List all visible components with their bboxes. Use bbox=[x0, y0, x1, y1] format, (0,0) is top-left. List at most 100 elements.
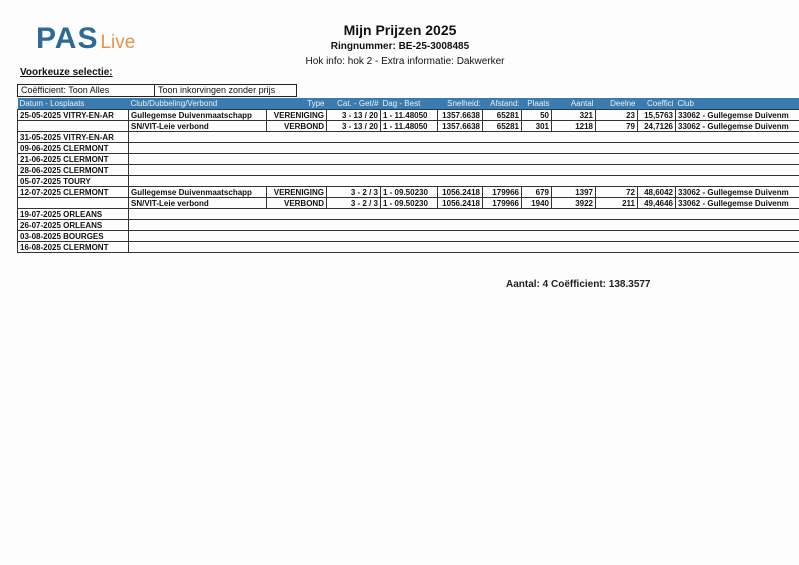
column-header: Datum - Losplaats bbox=[17, 98, 129, 110]
column-header: Cat. - Get/# bbox=[326, 98, 381, 110]
table-cell: 33062 - Gullegemse Duivenm bbox=[675, 186, 799, 198]
race-date-location: 16-08-2025 CLERMONT bbox=[17, 241, 129, 253]
race-date-location: 05-07-2025 TOURY bbox=[17, 175, 129, 187]
table-cell: 1218 bbox=[551, 120, 596, 132]
race-date-location: 03-08-2025 BOURGES bbox=[17, 230, 129, 242]
race-date-location: 19-07-2025 ORLEANS bbox=[17, 208, 129, 220]
race-date-location: 28-06-2025 CLERMONT bbox=[17, 164, 129, 176]
table-cell: 48,6042 bbox=[637, 186, 676, 198]
column-header: Coeffici bbox=[637, 98, 676, 110]
table-cell: 33062 - Gullegemse Duivenm bbox=[675, 120, 799, 132]
summary: Aantal: 4 Coëfficient: 138.3577 bbox=[506, 279, 651, 290]
table-cell: 1 - 09.50230 bbox=[380, 197, 438, 209]
table-cell: 179966 bbox=[482, 197, 522, 209]
table-cell: 3922 bbox=[551, 197, 596, 209]
empty-cell bbox=[128, 208, 799, 220]
table-cell: VERENIGING bbox=[266, 109, 327, 121]
table-cell: 3 - 13 / 20 bbox=[326, 109, 381, 121]
empty-cell bbox=[128, 241, 799, 253]
table-cell: 72 bbox=[595, 186, 638, 198]
table-cell: 15,5763 bbox=[637, 109, 676, 121]
page-title: Mijn Prijzen 2025 bbox=[343, 22, 457, 38]
table-cell: 24,7126 bbox=[637, 120, 676, 132]
table-cell: 1056.2418 bbox=[437, 186, 483, 198]
table-cell: 65281 bbox=[482, 109, 522, 121]
hok-info: Hok info: hok 2 - Extra informatie: Dakw… bbox=[305, 56, 505, 67]
empty-cell bbox=[128, 153, 799, 165]
table-row: 21-06-2025 CLERMONT bbox=[17, 153, 799, 165]
table-cell: 321 bbox=[551, 109, 596, 121]
race-date-location: 26-07-2025 ORLEANS bbox=[17, 219, 129, 231]
table-cell: 1 - 11.48050 bbox=[380, 109, 438, 121]
table-cell: SN/VIT-Leie verbond bbox=[128, 197, 267, 209]
race-date-location: 31-05-2025 VITRY-EN-AR bbox=[17, 131, 129, 143]
empty-cell bbox=[128, 164, 799, 176]
table-cell: 1397 bbox=[551, 186, 596, 198]
empty-cell bbox=[128, 219, 799, 231]
column-header: Deelne bbox=[595, 98, 638, 110]
empty-cell bbox=[128, 230, 799, 242]
table-cell: 50 bbox=[521, 109, 552, 121]
table-header: Datum - Losplaats Club/Dubbeling/Verbond T… bbox=[17, 98, 799, 110]
table-cell: Gullegemse Duivenmaatschapp bbox=[128, 186, 267, 198]
table-cell: 179966 bbox=[482, 186, 522, 198]
column-header: Snelheid: bbox=[437, 98, 483, 110]
empty-cell bbox=[128, 131, 799, 143]
table-row: SN/VIT-Leie verbond VERBOND 3 - 13 / 20 1 -… bbox=[17, 120, 799, 132]
logo-sub: Live bbox=[100, 32, 136, 53]
table-cell: Gullegemse Duivenmaatschapp bbox=[128, 109, 267, 121]
column-header: Plaats bbox=[521, 98, 552, 110]
pas-live-logo: PAS Live bbox=[36, 22, 135, 56]
table-row: 16-08-2025 CLERMONT bbox=[17, 241, 799, 253]
table-cell: 49,4646 bbox=[637, 197, 676, 209]
table-row: 12-07-2025 CLERMONT Gullegemse Duivenmaat… bbox=[17, 186, 799, 198]
empty-cell bbox=[128, 175, 799, 187]
table-row: 03-08-2025 BOURGES bbox=[17, 230, 799, 242]
column-header: Afstand: bbox=[482, 98, 522, 110]
race-date-location: 09-06-2025 CLERMONT bbox=[17, 142, 129, 154]
column-header: Aantal bbox=[551, 98, 596, 110]
table-cell: 79 bbox=[595, 120, 638, 132]
table-cell: 3 - 2 / 3 bbox=[326, 186, 381, 198]
table-cell: 25-05-2025 VITRY-EN-AR bbox=[17, 109, 129, 121]
table-cell: 33062 - Gullegemse Duivenm bbox=[675, 109, 799, 121]
results-table: Datum - Losplaats Club/Dubbeling/Verbond T… bbox=[17, 98, 799, 253]
table-cell: 33062 - Gullegemse Duivenm bbox=[675, 197, 799, 209]
table-cell: 65281 bbox=[482, 120, 522, 132]
table-row: 28-06-2025 CLERMONT bbox=[17, 164, 799, 176]
table-row: 09-06-2025 CLERMONT bbox=[17, 142, 799, 154]
table-cell: 1357.6638 bbox=[437, 120, 483, 132]
empty-cell bbox=[128, 142, 799, 154]
table-row: 26-07-2025 ORLEANS bbox=[17, 219, 799, 231]
table-row: 19-07-2025 ORLEANS bbox=[17, 208, 799, 220]
table-cell: VERBOND bbox=[266, 120, 327, 132]
column-header: Dag - Best bbox=[380, 98, 438, 110]
table-cell bbox=[17, 120, 129, 132]
table-row: 25-05-2025 VITRY-EN-AR Gullegemse Duivenm… bbox=[17, 109, 799, 121]
selection-label: Voorkeuze selectie: bbox=[20, 67, 113, 78]
column-header: Club bbox=[675, 98, 799, 110]
column-header: Club/Dubbeling/Verbond bbox=[128, 98, 267, 110]
coefficient-filter[interactable]: Coëfficient: Toon Alles bbox=[17, 84, 155, 97]
table-cell: 1 - 11.48050 bbox=[380, 120, 438, 132]
race-date-location: 21-06-2025 CLERMONT bbox=[17, 153, 129, 165]
table-cell: 3 - 13 / 20 bbox=[326, 120, 381, 132]
table-cell: 1940 bbox=[521, 197, 552, 209]
show-unprized-filter[interactable]: Toon inkorvingen zonder prijs bbox=[155, 84, 297, 97]
table-cell: 3 - 2 / 3 bbox=[326, 197, 381, 209]
column-header: Type bbox=[266, 98, 327, 110]
table-cell: 1357.6638 bbox=[437, 109, 483, 121]
table-cell bbox=[17, 197, 129, 209]
table-cell: SN/VIT-Leie verbond bbox=[128, 120, 267, 132]
table-cell: 679 bbox=[521, 186, 552, 198]
table-cell: 23 bbox=[595, 109, 638, 121]
table-cell: 1056.2418 bbox=[437, 197, 483, 209]
table-row: 31-05-2025 VITRY-EN-AR bbox=[17, 131, 799, 143]
table-cell: 301 bbox=[521, 120, 552, 132]
table-row: 05-07-2025 TOURY bbox=[17, 175, 799, 187]
table-cell: 1 - 09.50230 bbox=[380, 186, 438, 198]
table-cell: VERBOND bbox=[266, 197, 327, 209]
selection-filters: Coëfficient: Toon Alles Toon inkorvingen… bbox=[17, 84, 297, 97]
ringnummer: Ringnummer: BE-25-3008485 bbox=[330, 41, 470, 52]
